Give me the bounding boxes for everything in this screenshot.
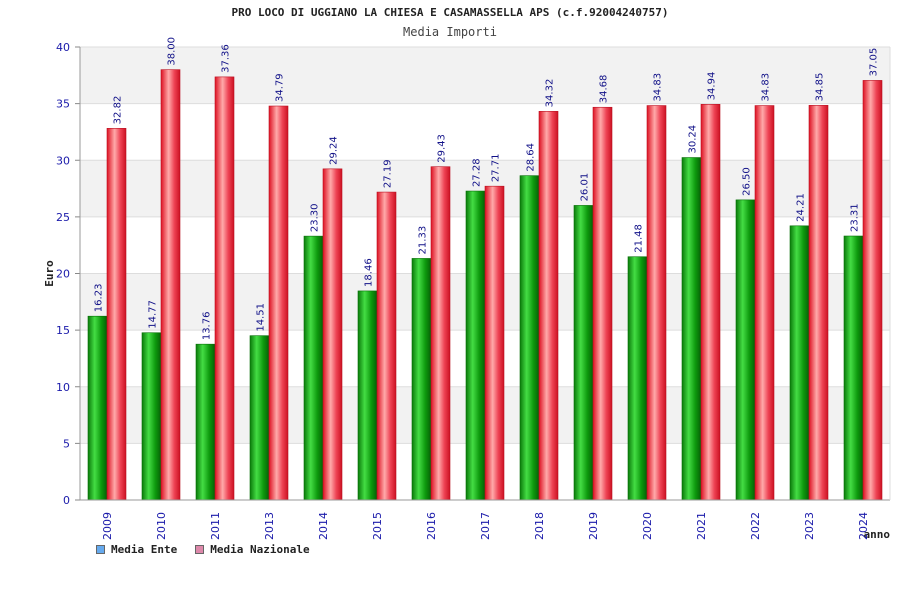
x-tick-label-2020: 2020	[641, 512, 654, 540]
bar-media-ente-2013	[249, 335, 270, 501]
bar-media-ente-2015	[357, 290, 378, 501]
y-tick-label: 15	[56, 324, 70, 337]
data-label-media-nazionale-2014: 29.24	[329, 136, 340, 165]
data-label-media-nazionale-2010: 38.00	[167, 37, 178, 66]
x-tick-label-2017: 2017	[479, 512, 492, 540]
data-label-media-ente-2011: 13.76	[202, 312, 213, 341]
x-tick-label-2021: 2021	[695, 512, 708, 540]
y-axis-label: Euro	[43, 260, 56, 287]
legend-item-media-nazionale: Media Nazionale	[195, 543, 310, 556]
y-tick-label: 0	[63, 494, 70, 507]
data-label-media-nazionale-2015: 27.19	[383, 159, 394, 188]
data-label-media-nazionale-2017: 27.71	[491, 154, 502, 183]
data-label-media-ente-2009: 16.23	[94, 284, 105, 313]
legend-label-media-nazionale: Media Nazionale	[210, 543, 310, 556]
data-label-media-ente-2019: 26.01	[580, 173, 591, 202]
bar-media-nazionale-2014	[322, 168, 343, 501]
bar-media-ente-2014	[303, 235, 324, 501]
x-tick-label-2023: 2023	[803, 512, 816, 540]
legend-swatch-media-nazionale	[195, 545, 205, 554]
bar-media-ente-2021	[681, 157, 702, 501]
data-label-media-ente-2010: 14.77	[148, 300, 159, 329]
x-tick-label-2024: 2024	[857, 512, 870, 540]
y-tick-label: 35	[56, 98, 70, 111]
data-label-media-ente-2014: 23.30	[310, 203, 321, 232]
data-label-media-nazionale-2020: 34.83	[653, 73, 664, 102]
bar-media-ente-2020	[627, 256, 648, 501]
data-label-media-ente-2020: 21.48	[634, 224, 645, 253]
bar-media-ente-2019	[573, 205, 594, 501]
data-label-media-nazionale-2021: 34.94	[707, 72, 718, 101]
data-label-media-nazionale-2019: 34.68	[599, 75, 610, 104]
bar-media-nazionale-2016	[430, 166, 451, 501]
x-tick-label-2015: 2015	[371, 512, 384, 540]
bar-media-ente-2024	[843, 235, 864, 501]
bar-media-nazionale-2023	[808, 105, 829, 501]
data-label-media-ente-2018: 28.64	[526, 143, 537, 172]
data-label-media-ente-2017: 27.28	[472, 158, 483, 187]
data-label-media-ente-2015: 18.46	[364, 258, 375, 287]
bar-media-ente-2018	[519, 175, 540, 501]
x-tick-label-2022: 2022	[749, 512, 762, 540]
x-tick-label-2009: 2009	[101, 512, 114, 540]
x-tick-label-2019: 2019	[587, 512, 600, 540]
legend-label-media-ente: Media Ente	[111, 543, 178, 556]
y-tick-label: 30	[56, 154, 70, 167]
bar-media-nazionale-2022	[754, 105, 775, 501]
bar-media-ente-2023	[789, 225, 810, 501]
data-label-media-ente-2024: 23.31	[850, 203, 861, 232]
bar-media-nazionale-2020	[646, 105, 667, 501]
bar-media-ente-2010	[141, 332, 162, 501]
data-label-media-ente-2013: 14.51	[256, 303, 267, 332]
legend-item-media-ente: Media Ente	[96, 543, 177, 556]
bar-media-ente-2011	[195, 343, 216, 501]
y-tick-label: 20	[56, 268, 70, 281]
x-axis-label: anno	[864, 528, 891, 541]
bar-media-nazionale-2013	[268, 105, 289, 501]
x-tick-label-2010: 2010	[155, 512, 168, 540]
bar-media-nazionale-2017	[484, 185, 505, 501]
bar-media-ente-2017	[465, 190, 486, 501]
chart-subtitle: Media Importi	[403, 25, 497, 39]
x-tick-label-2016: 2016	[425, 512, 438, 540]
data-label-media-nazionale-2023: 34.85	[815, 73, 826, 102]
bar-media-nazionale-2009	[106, 128, 127, 501]
y-tick-label: 10	[56, 381, 70, 394]
x-tick-label-2014: 2014	[317, 512, 330, 540]
data-label-media-ente-2016: 21.33	[418, 226, 429, 255]
bar-media-nazionale-2019	[592, 106, 613, 501]
data-label-media-nazionale-2024: 37.05	[869, 48, 880, 77]
data-label-media-nazionale-2018: 34.32	[545, 79, 556, 108]
y-tick-label: 25	[56, 211, 70, 224]
data-label-media-nazionale-2016: 29.43	[437, 134, 448, 163]
bar-media-nazionale-2018	[538, 111, 559, 501]
bar-media-nazionale-2011	[214, 76, 235, 501]
x-tick-label-2011: 2011	[209, 512, 222, 540]
legend-swatch-media-ente	[96, 545, 105, 554]
x-tick-label-2013: 2013	[263, 512, 276, 540]
bar-media-nazionale-2010	[160, 69, 181, 501]
data-label-media-nazionale-2009: 32.82	[113, 96, 124, 125]
data-label-media-ente-2021: 30.24	[688, 125, 699, 154]
data-label-media-ente-2022: 26.50	[742, 167, 753, 196]
bar-media-ente-2016	[411, 258, 432, 501]
legend: Media Ente Media Nazionale	[96, 543, 310, 556]
bar-media-nazionale-2015	[376, 191, 397, 501]
data-label-media-nazionale-2013: 34.79	[275, 73, 286, 102]
data-label-media-ente-2023: 24.21	[796, 193, 807, 222]
bar-media-nazionale-2024	[862, 80, 883, 501]
data-label-media-nazionale-2022: 34.83	[761, 73, 772, 102]
bar-media-nazionale-2021	[700, 104, 721, 501]
bar-media-ente-2009	[87, 315, 108, 501]
data-label-media-nazionale-2011: 37.36	[221, 44, 232, 73]
x-tick-label-2018: 2018	[533, 512, 546, 540]
bar-media-ente-2022	[735, 199, 756, 501]
y-tick-label: 5	[63, 437, 70, 450]
y-tick-label: 40	[56, 41, 70, 54]
chart-title: PRO LOCO DI UGGIANO LA CHIESA E CASAMASS…	[231, 6, 669, 19]
